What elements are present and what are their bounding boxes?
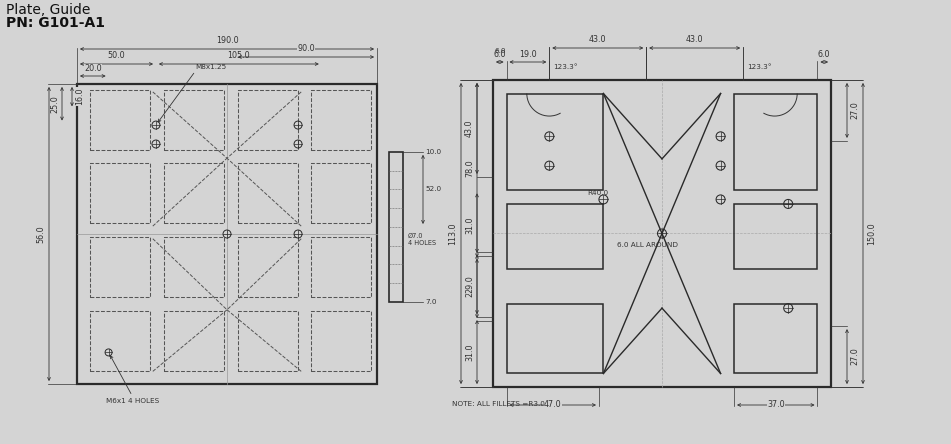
Bar [164, 163, 223, 223]
Text: 52.0: 52.0 [425, 186, 441, 192]
Text: 43.0: 43.0 [465, 120, 474, 137]
Bar [734, 94, 818, 190]
Text: PN: G101-A1: PN: G101-A1 [6, 16, 105, 30]
Bar [238, 90, 298, 151]
Bar [89, 90, 149, 151]
Bar [89, 311, 149, 371]
Bar [164, 90, 223, 151]
Text: 6.0: 6.0 [818, 50, 830, 59]
Bar [89, 237, 149, 297]
Text: 6.0: 6.0 [494, 50, 506, 59]
Bar [389, 152, 403, 302]
Text: NOTE: ALL FILLETS =R3.0: NOTE: ALL FILLETS =R3.0 [453, 401, 545, 407]
Bar [89, 163, 149, 223]
Text: 19.0: 19.0 [519, 50, 536, 59]
Text: 113.0: 113.0 [448, 222, 457, 245]
Text: 50.0: 50.0 [107, 51, 126, 60]
Text: Ø7.0
4 HOLES: Ø7.0 4 HOLES [408, 233, 437, 246]
Text: M6x1 4 HOLES: M6x1 4 HOLES [106, 398, 159, 404]
Text: 90.0: 90.0 [297, 44, 315, 53]
Bar [238, 163, 298, 223]
Bar [77, 84, 377, 384]
Text: 20.0: 20.0 [84, 64, 102, 73]
Bar [507, 94, 604, 190]
Text: 123.3°: 123.3° [747, 64, 771, 70]
Bar [493, 80, 831, 387]
Text: 29.0: 29.0 [465, 276, 474, 293]
Bar [164, 311, 223, 371]
Bar [311, 90, 371, 151]
Text: M8x1.25: M8x1.25 [195, 64, 226, 70]
Bar [238, 311, 298, 371]
Text: 27.0: 27.0 [850, 102, 859, 119]
Text: 7.0: 7.0 [425, 299, 437, 305]
Text: Plate, Guide: Plate, Guide [6, 3, 90, 17]
Text: 37.0: 37.0 [767, 400, 785, 409]
Text: 29.0: 29.0 [465, 280, 474, 297]
Text: 6.0 ALL AROUND: 6.0 ALL AROUND [617, 242, 678, 248]
Text: 56.0: 56.0 [36, 225, 45, 243]
Bar [311, 311, 371, 371]
Bar [734, 204, 818, 269]
Bar [164, 237, 223, 297]
Text: 150.0: 150.0 [867, 222, 876, 245]
Text: 190.0: 190.0 [216, 36, 239, 45]
Text: 31.0: 31.0 [465, 343, 474, 361]
Text: 27.0: 27.0 [850, 348, 859, 365]
Bar [311, 237, 371, 297]
Bar [734, 304, 818, 373]
Bar [311, 163, 371, 223]
Bar [507, 304, 604, 373]
Text: 6.0: 6.0 [494, 48, 506, 54]
Text: 10.0: 10.0 [425, 149, 441, 155]
Text: 31.0: 31.0 [465, 217, 474, 234]
Text: 25.0: 25.0 [50, 95, 59, 113]
Bar [238, 237, 298, 297]
Text: 16.0: 16.0 [75, 88, 84, 105]
Bar [507, 204, 604, 269]
Text: 43.0: 43.0 [589, 35, 607, 44]
Text: 123.3°: 123.3° [553, 64, 577, 70]
Text: R40.0: R40.0 [588, 190, 609, 196]
Text: 78.0: 78.0 [465, 159, 474, 177]
Text: 43.0: 43.0 [686, 35, 704, 44]
Text: 105.0: 105.0 [227, 51, 250, 60]
Text: 47.0: 47.0 [544, 400, 561, 409]
